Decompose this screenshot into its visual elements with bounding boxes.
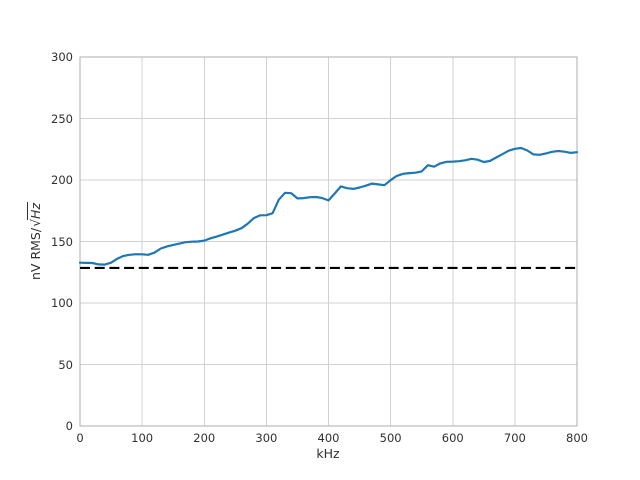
y-axis-tick-label: 250 bbox=[51, 111, 73, 126]
y-axis-tick-label: 50 bbox=[58, 357, 73, 372]
y-axis-tick-label: 200 bbox=[51, 173, 73, 187]
plot-border bbox=[79, 56, 578, 427]
x-axis-tick-label: 800 bbox=[566, 431, 588, 445]
y-axis-tick-label: 100 bbox=[51, 296, 73, 310]
sqrt-symbol: √ bbox=[28, 218, 43, 227]
y-axis-tick-label: 0 bbox=[65, 419, 73, 433]
x-axis-tick-label: 600 bbox=[441, 431, 464, 445]
x-axis-tick-label: 700 bbox=[503, 431, 526, 445]
y-axis-tick-label: 150 bbox=[51, 234, 73, 249]
y-axis-label-unit: Hz bbox=[27, 201, 43, 220]
x-axis-tick-label: 100 bbox=[131, 431, 154, 445]
y-axis-tick-label: 300 bbox=[51, 50, 73, 64]
x-axis-tick-label: 400 bbox=[317, 431, 340, 445]
x-axis-label: kHz bbox=[316, 446, 340, 461]
x-axis-tick-label: 300 bbox=[255, 431, 278, 445]
x-axis-tick-label: 500 bbox=[379, 431, 402, 445]
x-axis-tick-label: 200 bbox=[193, 431, 216, 445]
series-line-noise-density bbox=[78, 146, 579, 266]
x-axis-tick-label: 0 bbox=[76, 431, 84, 445]
